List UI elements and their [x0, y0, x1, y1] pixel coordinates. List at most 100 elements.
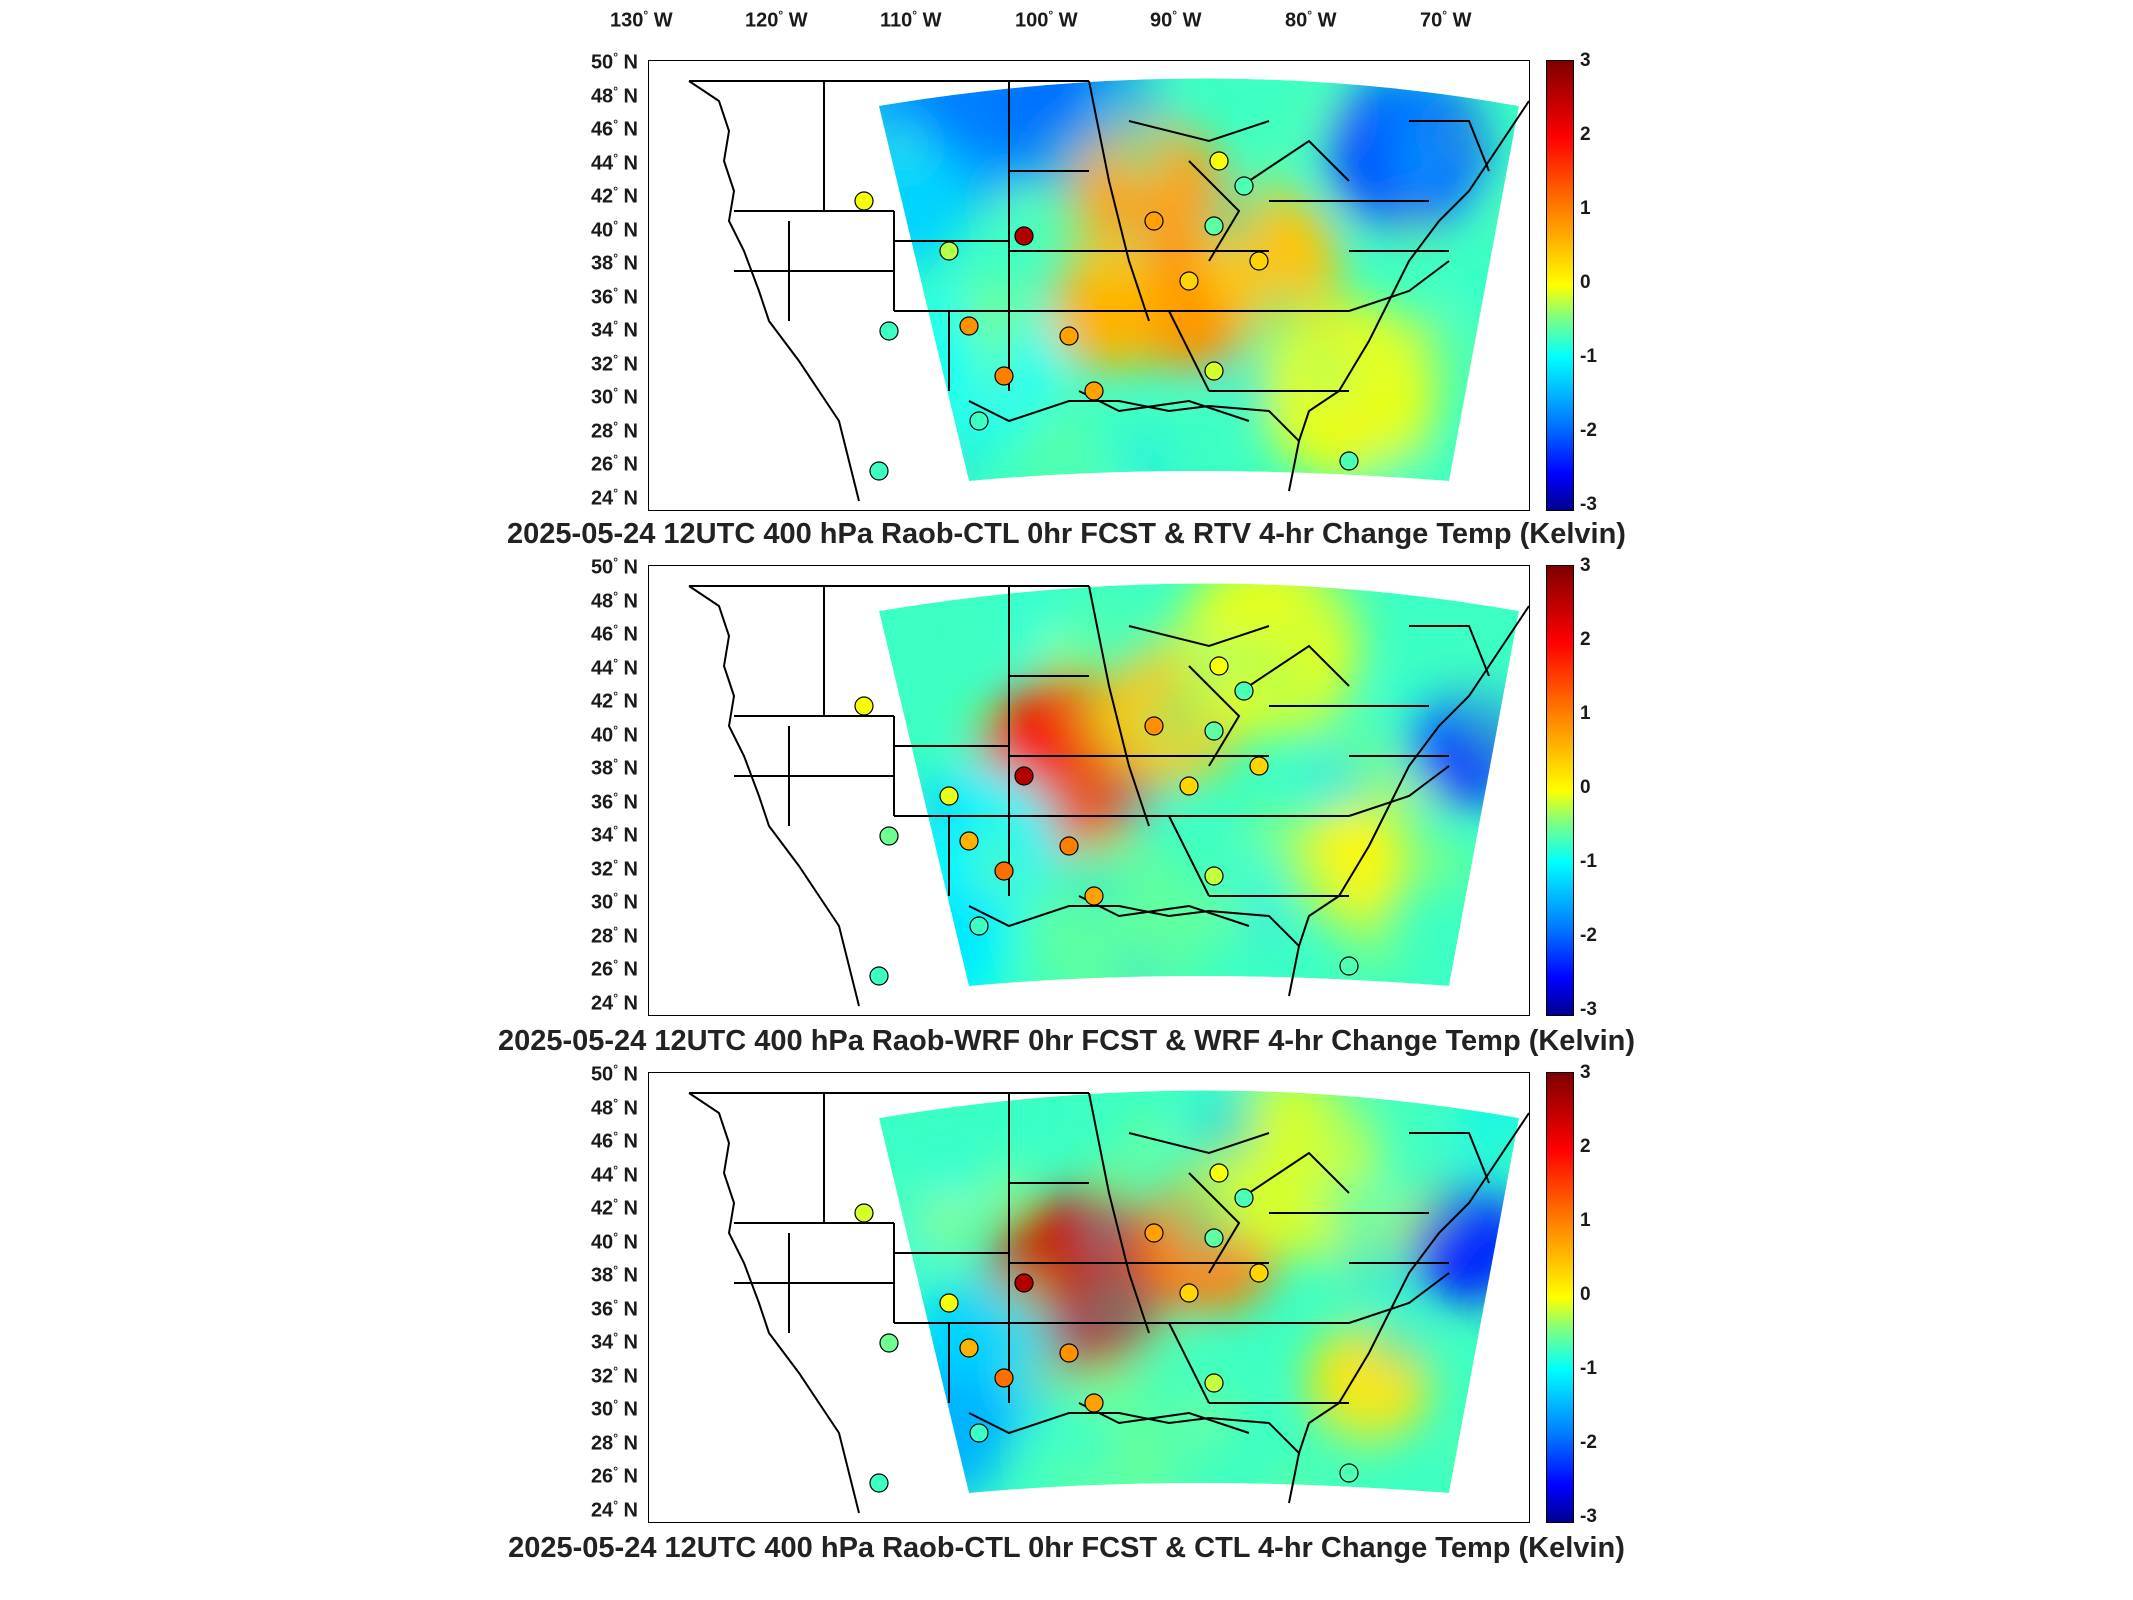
field-noise	[1444, 257, 1495, 309]
raob-station-marker	[1234, 1188, 1254, 1208]
latitude-label: 28° N	[590, 1430, 638, 1455]
raob-station-marker	[994, 1368, 1014, 1388]
latitude-label: 40° N	[590, 722, 638, 747]
colorbar-tick-label: 2	[1580, 124, 1591, 145]
field-noise	[1472, 343, 1513, 384]
map-svg	[688, 78, 1529, 502]
field-noise	[1249, 808, 1296, 855]
field-noise	[1143, 1315, 1190, 1362]
longitude-label: 110° W	[880, 8, 942, 32]
latitude-label: 44° N	[590, 1162, 638, 1187]
longitude-label: 90° W	[1150, 8, 1202, 32]
field-noise	[1297, 591, 1342, 636]
raob-station-marker	[1059, 1343, 1079, 1363]
boundary-line	[1348, 765, 1450, 817]
field-noise	[1238, 866, 1279, 908]
temperature-field	[879, 1090, 1519, 1493]
field-noise	[1468, 181, 1515, 229]
field-noise	[1296, 866, 1349, 919]
field-noise	[884, 437, 925, 478]
latitude-label: 26° N	[590, 452, 638, 476]
colorbar-tick-label: -2	[1580, 1432, 1597, 1453]
raob-station-marker	[1084, 886, 1104, 906]
temperature-map	[648, 1072, 1530, 1523]
boundary-line	[1128, 1132, 1270, 1155]
boundary-line	[1168, 1322, 1210, 1404]
field-noise	[1190, 1101, 1255, 1166]
field-noise	[971, 620, 998, 648]
field-noise	[1263, 160, 1291, 187]
raob-station-marker	[879, 826, 899, 846]
field-noise	[1113, 835, 1137, 858]
field-noise	[1242, 901, 1286, 945]
field-noise	[1036, 196, 1099, 259]
raob-station-marker	[879, 321, 899, 341]
colorbar-tick-label: 1	[1580, 703, 1591, 724]
raob-station-marker	[1179, 271, 1199, 291]
field-noise	[1147, 617, 1173, 643]
field-noise	[1084, 1275, 1148, 1339]
field-noise	[1471, 1090, 1519, 1132]
field-noise	[1328, 404, 1374, 450]
geography-lines	[688, 80, 1529, 502]
boundary-line	[1188, 160, 1241, 262]
field-noise	[1387, 712, 1421, 745]
latitude-label: 48° N	[590, 1095, 638, 1120]
latitude-label: 32° N	[590, 1363, 638, 1388]
field-noise	[1110, 1446, 1141, 1477]
latitude-label: 46° N	[590, 117, 638, 141]
boundary-line	[1409, 625, 1490, 677]
field-noise	[966, 711, 998, 743]
raob-station-marker	[1249, 1263, 1269, 1283]
raob-station-marker	[939, 1293, 959, 1313]
raob-station-marker	[939, 786, 959, 806]
boundary-line	[688, 1092, 860, 1514]
field-noise	[898, 395, 950, 446]
field-noise	[1124, 131, 1173, 180]
boundary-line	[1168, 310, 1210, 392]
latitude-label: 24° N	[590, 1497, 638, 1522]
field-noise	[879, 1128, 909, 1158]
field-noise	[879, 337, 906, 378]
field-noise	[1198, 839, 1229, 871]
latitude-label: 38° N	[590, 251, 638, 275]
field-noise	[979, 340, 1013, 374]
colorbar-tick-label: 2	[1580, 629, 1591, 650]
raob-station-marker	[1144, 1223, 1164, 1243]
boundary-line	[1348, 260, 1450, 312]
boundary-line	[968, 400, 1300, 442]
latitude-label: 34° N	[590, 1330, 638, 1354]
field-noise	[1090, 1160, 1133, 1203]
latitude-label: 50° N	[590, 50, 638, 74]
field-noise	[1120, 952, 1159, 986]
raob-station-marker	[854, 191, 874, 211]
field-noise	[919, 1198, 973, 1251]
field-noise	[1402, 753, 1438, 789]
boundary-line	[1078, 895, 1250, 927]
field-noise	[1466, 705, 1519, 769]
latitude-label: 36° N	[590, 284, 638, 309]
map-panel-3: 50° N 48° N 46° N 44° N 42° N 40° N 38° N 36° N…	[0, 1062, 2133, 1582]
longitude-label: 120° W	[745, 8, 808, 32]
field-noise	[903, 1240, 925, 1262]
latitude-label: 28° N	[590, 923, 638, 948]
latitude-label: 40° N	[590, 1229, 638, 1254]
latitude-label: 44° N	[590, 655, 638, 680]
longitude-label: 80° W	[1285, 8, 1337, 32]
field-noise	[1406, 833, 1464, 891]
colorbar-tick-label: 0	[1580, 1284, 1591, 1305]
latitude-label: 24° N	[590, 485, 638, 510]
field-noise	[1120, 221, 1151, 253]
raob-station-marker	[1179, 1283, 1199, 1303]
boundary-line	[968, 905, 1300, 947]
longitude-label: 130° W	[610, 8, 673, 32]
boundary-line	[1128, 120, 1270, 143]
raob-station-marker	[1339, 451, 1359, 471]
colorbar	[1546, 1072, 1574, 1523]
colorbar-tick-label: 0	[1580, 272, 1591, 293]
field-noise	[1170, 401, 1215, 446]
colorbar-tick-label: 1	[1580, 198, 1591, 219]
boundary-line	[1248, 644, 1350, 687]
raob-station-marker	[1209, 1163, 1229, 1183]
field-noise	[1114, 625, 1160, 672]
